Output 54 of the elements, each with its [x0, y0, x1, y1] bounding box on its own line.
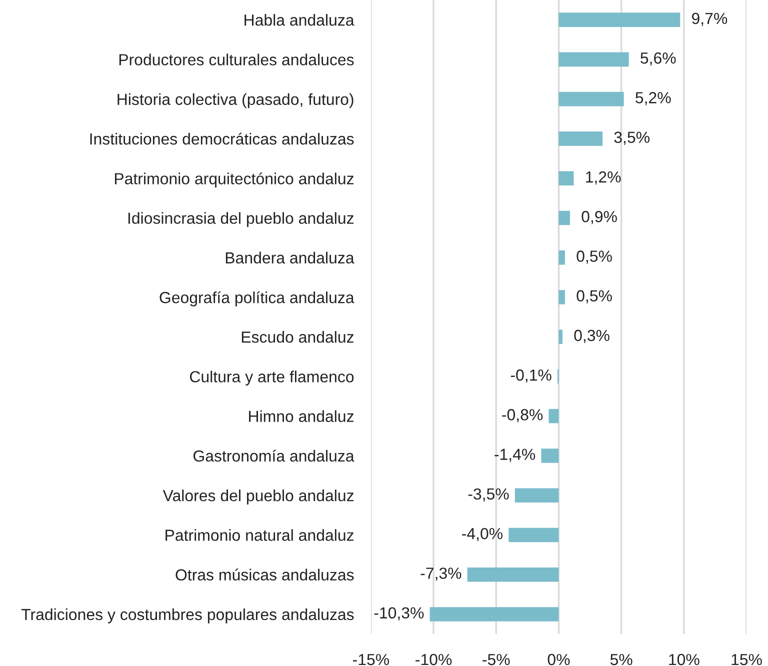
data-label: 5,2% [636, 92, 671, 106]
bar [558, 250, 565, 265]
data-label: -0,8% [502, 409, 543, 422]
bar [430, 607, 559, 622]
data-label: 0,5% [576, 290, 612, 304]
y-tick-label: Patrimonio natural andaluz [166, 529, 354, 541]
data-label: 0,5% [576, 250, 612, 264]
data-label: 3,5% [614, 132, 650, 145]
bar [558, 12, 680, 27]
bar [558, 210, 570, 226]
bar [558, 132, 603, 146]
y-tick-label: Patrimonio arquitectónico andaluz [114, 172, 354, 188]
bar [548, 408, 559, 424]
y-tick-label: Productores culturales andaluces [119, 54, 354, 66]
data-label: -7,3% [420, 568, 462, 581]
data-label: 0,9% [582, 210, 617, 224]
y-tick-label: Instituciones democráticas andaluzas [90, 132, 354, 145]
y-tick-label: Valores del pueblo andaluz [162, 490, 354, 504]
y-tick-label: Himno andaluz [249, 410, 354, 422]
y-tick-label: Escudo andaluz [242, 331, 354, 343]
data-label: -3,5% [468, 488, 509, 502]
y-tick-label: Idiosincrasia del pueblo andaluz [128, 212, 354, 228]
x-tick-label: 5% [610, 654, 632, 666]
y-tick-label: Historia colectiva (pasado, futuro) [118, 93, 354, 108]
x-tick-label: 10% [669, 654, 700, 666]
y-tick-label: Geografía política andaluza [160, 291, 354, 306]
bar [508, 528, 559, 542]
y-tick-label: Habla andaluza [244, 14, 354, 26]
x-tick-label: -10% [416, 654, 452, 666]
x-tick-label: -5% [482, 654, 510, 666]
bar [558, 171, 574, 186]
data-label: -4,0% [462, 528, 503, 542]
x-tick-label: 15% [732, 654, 762, 666]
bar [514, 488, 559, 502]
data-label: -1,4% [494, 448, 536, 462]
bar [541, 448, 559, 463]
data-label: 0,3% [574, 330, 610, 344]
bar [558, 52, 629, 67]
data-label: 1,2% [586, 171, 621, 184]
data-label: -0,1% [510, 369, 552, 383]
x-tick-label: 0% [548, 654, 570, 666]
y-tick-label: Otras músicas andaluzas [176, 568, 354, 581]
y-tick-label: Tradiciones y costumbres populares andaluzas [21, 608, 354, 624]
bar [558, 290, 565, 304]
y-tick-label: Cultura y arte flamenco [190, 370, 354, 386]
data-label: -10,3% [374, 607, 424, 620]
bar [467, 567, 559, 582]
bar [558, 92, 624, 106]
y-tick-label: Bandera andaluza [226, 252, 354, 264]
y-tick-label: Gastronomía andaluza [194, 450, 354, 462]
data-label: 9,7% [692, 12, 728, 26]
bar [558, 330, 562, 344]
x-tick-label: -15% [353, 654, 390, 666]
data-label: 5,6% [640, 52, 676, 66]
